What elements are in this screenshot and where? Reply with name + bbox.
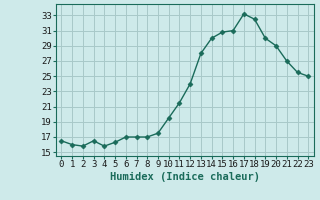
X-axis label: Humidex (Indice chaleur): Humidex (Indice chaleur) (110, 172, 260, 182)
